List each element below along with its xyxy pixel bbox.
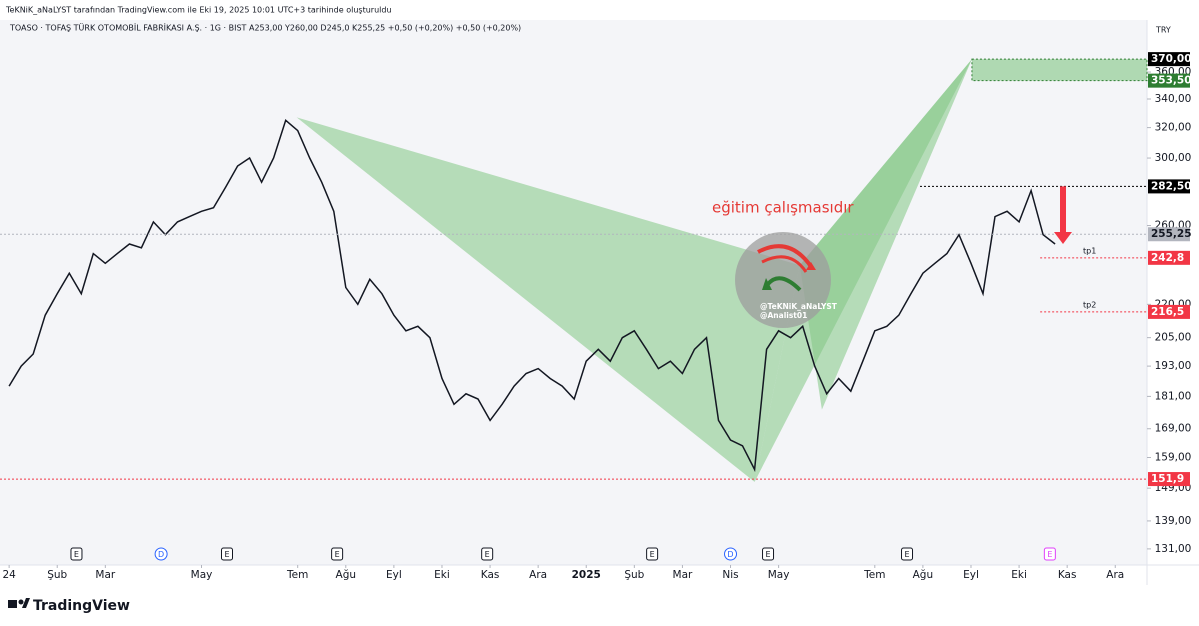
watermark-text: @TeKNiK_aNaLYST [760,302,838,311]
x-tick-label: Ağu [913,569,934,581]
event-marker [481,547,494,561]
x-tick-label: Nis [722,569,738,581]
y-tick-label: 139,00 [1155,515,1192,527]
watermark-text: @Analist01 [760,311,807,320]
y-tick-label: 159,00 [1155,452,1192,464]
y-tick-label: 340,00 [1155,93,1192,105]
price-label: 353,50 [1151,75,1192,87]
x-tick-label: Tem [286,569,308,581]
x-tick-label: Ağu [336,569,357,581]
price-label-bg [1148,472,1190,487]
x-tick-label: Tem [863,569,885,581]
price-label: 151,9 [1151,473,1184,485]
x-tick-label: Mar [673,569,693,581]
watermark-logo: @TeKNiK_aNaLYST @Analist01 [735,232,838,328]
event-marker [724,547,738,561]
event-label: E [650,550,655,559]
x-tick-label: Mar [95,569,115,581]
price-label: 255,25 [1151,228,1192,240]
event-marker [646,547,659,561]
y-tick-label: 169,00 [1155,423,1192,435]
x-tick-label: Ara [529,569,547,581]
currency: TRY [1155,26,1171,35]
event-marker [331,547,344,561]
event-label: E [224,550,229,559]
event-marker [220,547,233,561]
price-label: 282,50 [1151,180,1192,192]
annotation: eğitim çalışmasıdır [712,199,854,217]
event-marker [901,547,914,561]
price-label: 242,8 [1151,252,1184,264]
x-tick-label: Kas [1058,569,1077,581]
target-zone [971,58,1148,82]
y-tick-label: 320,00 [1155,122,1192,134]
event-label: D [727,550,733,559]
y-tick-label: 205,00 [1155,332,1192,344]
x-tick-label: Kas [481,569,500,581]
arrow [1054,186,1072,245]
event-label: E [74,550,79,559]
price-line [8,118,1056,473]
price-label-bg [1148,227,1190,242]
event-label: E [904,550,909,559]
event-marker [154,547,168,561]
footer: TradingView [33,598,130,614]
price-label-bg [1148,73,1190,88]
event-label: E [335,550,340,559]
y-tick-label: 193,00 [1155,360,1192,372]
harmonic-pattern [296,117,800,482]
footer-logo [8,598,30,608]
x-tick-label: Eyl [386,569,402,581]
event-marker [1043,547,1056,561]
x-tick-label: 2025 [572,569,601,581]
y-tick-label: 131,00 [1155,543,1192,555]
x-tick-label: Ara [1106,569,1124,581]
price-label: 216,5 [1151,306,1184,318]
target-name: tp2 [1083,300,1096,309]
attribution: TeKNiK_aNaLYST tarafından TradingView.co… [5,6,392,15]
event-label: E [485,550,490,559]
price-label-bg [1148,52,1190,67]
price-label-bg [1148,250,1190,265]
y-tick-label: 181,00 [1155,390,1192,402]
price-label-bg [1148,179,1190,194]
event-marker [762,547,775,561]
x-tick-label: Eyl [963,569,979,581]
price-label-bg [1148,304,1190,319]
x-tick-label: 24 [2,569,16,581]
x-tick-label: Eki [434,569,450,581]
event-label: D [158,550,164,559]
target-name: tp1 [1083,246,1096,255]
event-label: E [1047,550,1052,559]
event-marker [70,547,83,561]
event-label: E [766,550,771,559]
x-tick-label: May [768,569,790,581]
x-tick-label: May [191,569,213,581]
price-label: 370,00 [1151,53,1192,65]
x-tick-label: Şub [47,569,67,581]
chart-title: TOASO · TOFAŞ TÜRK OTOMOBİL FABRİKASI A.… [9,23,521,33]
y-tick-label: 300,00 [1155,152,1192,164]
x-tick-label: Eki [1011,569,1027,581]
x-tick-label: Şub [624,569,644,581]
